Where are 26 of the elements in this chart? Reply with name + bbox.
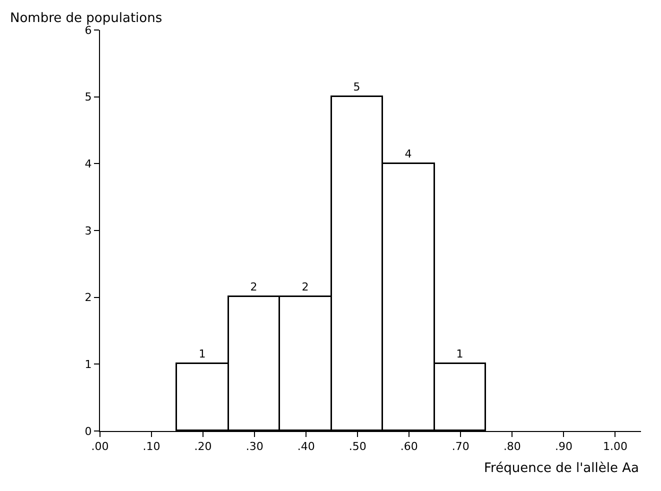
y-tick-label: 2 [84,291,92,304]
data-label: 5 [353,80,360,94]
x-tick-label: 1.00 [602,440,628,454]
data-label: 2 [302,280,309,294]
x-tick-label: .50 [348,440,366,454]
x-tick-label: .00 [91,440,109,454]
x-axis-title: Fréquence de l'allèle Aa [484,461,639,476]
x-tick-label: .20 [194,440,212,454]
data-label: 1 [456,347,464,360]
x-tick-label: .70 [452,440,470,454]
data-label: 1 [198,347,206,360]
y-tick-label: 3 [84,224,92,238]
y-tick-label: 1 [84,358,92,372]
y-axis-title: Nombre de populations [10,11,162,26]
x-tick-label: .40 [297,440,315,454]
x-tick-label: .90 [554,440,572,454]
x-tick-label: .10 [142,440,160,454]
x-tick-label: .80 [503,440,521,454]
y-tick-label: 4 [84,158,92,171]
x-tick-label: .30 [246,440,264,454]
data-label: 2 [250,280,258,294]
y-tick-label: 6 [84,24,92,37]
y-tick-label: 0 [84,424,92,438]
y-tick-label: 5 [84,90,92,104]
x-tick-label: .60 [400,440,418,454]
data-label: 4 [404,147,412,160]
